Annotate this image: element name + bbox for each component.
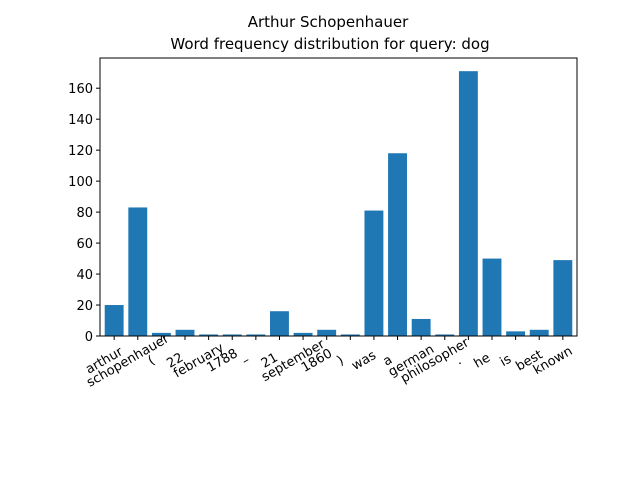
bar: [482, 258, 502, 336]
bar: [246, 334, 266, 336]
bar: [435, 334, 455, 336]
y-tick-label: 60: [76, 237, 93, 252]
bar: [340, 334, 360, 336]
bar: [506, 331, 526, 336]
y-tick-label: 40: [76, 268, 93, 283]
x-tick-label: he: [471, 350, 493, 371]
bar: [364, 210, 384, 336]
y-tick-label: 160: [68, 82, 93, 97]
y-tick-label: 120: [68, 144, 93, 159]
x-tick-label: (: [146, 353, 158, 369]
x-tick-label: –: [240, 353, 253, 369]
bar: [458, 71, 478, 337]
bar: [529, 329, 549, 336]
bar: [104, 305, 124, 336]
x-tick-label: 21: [259, 350, 281, 371]
bar: [553, 260, 573, 336]
bar: [293, 332, 313, 336]
x-tick-label: .: [453, 353, 464, 368]
bar: [317, 329, 337, 336]
bar: [270, 311, 289, 336]
bar: [411, 318, 431, 336]
y-tick-label: 0: [85, 330, 93, 345]
bar: [151, 332, 171, 336]
chart-subtitle: Word frequency distribution for query: d…: [170, 35, 489, 53]
y-tick-label: 140: [68, 113, 93, 128]
plot-frame: [99, 57, 578, 337]
bar: [222, 334, 242, 336]
bar: [175, 329, 195, 336]
x-tick-label: was: [349, 348, 379, 374]
chart-title: Arthur Schopenhauer: [248, 13, 409, 31]
y-tick-label: 80: [76, 206, 93, 221]
x-tick-label: ): [335, 353, 347, 369]
bar: [128, 207, 148, 336]
x-tick-label: 22: [164, 350, 186, 371]
bar: [388, 153, 407, 336]
x-tick-label: is: [498, 352, 515, 370]
bar: [199, 334, 219, 336]
y-tick-label: 20: [76, 299, 93, 314]
y-tick-label: 100: [68, 175, 93, 190]
